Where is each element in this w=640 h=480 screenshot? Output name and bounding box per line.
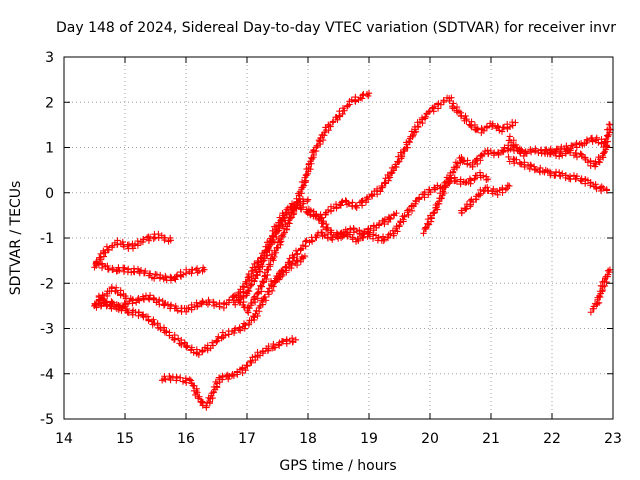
- data-series: [541, 121, 614, 170]
- series-markers: [91, 230, 174, 271]
- data-series: [458, 182, 513, 217]
- series-markers: [92, 258, 208, 284]
- x-tick-label: 19: [360, 431, 378, 447]
- series-markers: [304, 205, 400, 242]
- x-tick-label: 20: [421, 431, 439, 447]
- series-markers: [233, 90, 373, 316]
- series-markers: [95, 292, 132, 313]
- y-axis-label: SDTVAR / TECUs: [8, 181, 24, 296]
- y-tick-label: 2: [45, 95, 54, 111]
- data-series: [304, 205, 400, 242]
- y-tick-label: -2: [40, 276, 54, 292]
- y-tick-label: 1: [45, 141, 54, 157]
- data-series: [449, 100, 519, 137]
- y-tick-label: 0: [45, 186, 54, 202]
- series-markers: [91, 195, 312, 316]
- data-series: [420, 142, 525, 237]
- data-series: [91, 230, 174, 271]
- series-markers: [587, 266, 614, 316]
- series-markers: [449, 100, 519, 137]
- x-tick-label: 21: [482, 431, 500, 447]
- data-series: [505, 133, 611, 160]
- series-markers: [158, 334, 299, 411]
- y-tick-label: -3: [40, 322, 54, 338]
- data-series: [95, 292, 132, 313]
- x-axis-label: GPS time / hours: [279, 458, 396, 474]
- series-markers: [505, 133, 611, 160]
- x-tick-label: 23: [604, 431, 622, 447]
- plot-frame: [63, 56, 614, 420]
- grid: [64, 57, 613, 419]
- series-markers: [541, 121, 614, 170]
- y-tick-label: -4: [40, 367, 54, 383]
- y-tick-label: -5: [40, 412, 54, 428]
- series-markers: [420, 142, 525, 237]
- series-markers: [267, 252, 309, 288]
- data-series: [91, 195, 312, 316]
- data-series: [158, 334, 299, 411]
- y-tick-label: 3: [45, 50, 54, 66]
- data-series: [267, 252, 309, 288]
- x-tick-label: 17: [238, 431, 256, 447]
- data-series: [505, 153, 611, 195]
- data-series: [92, 258, 208, 284]
- x-tick-label: 22: [543, 431, 561, 447]
- data-series: [233, 90, 373, 316]
- series-markers: [458, 182, 513, 217]
- data-marks: [91, 90, 614, 411]
- x-tick-label: 18: [299, 431, 317, 447]
- x-tick-label: 14: [55, 431, 73, 447]
- chart-title: Day 148 of 2024, Sidereal Day-to-day VTE…: [56, 20, 616, 36]
- x-tick-label: 16: [177, 431, 195, 447]
- series-markers: [505, 153, 611, 195]
- data-series: [587, 266, 614, 316]
- x-tick-label: 15: [116, 431, 134, 447]
- y-tick-label: -1: [40, 231, 54, 247]
